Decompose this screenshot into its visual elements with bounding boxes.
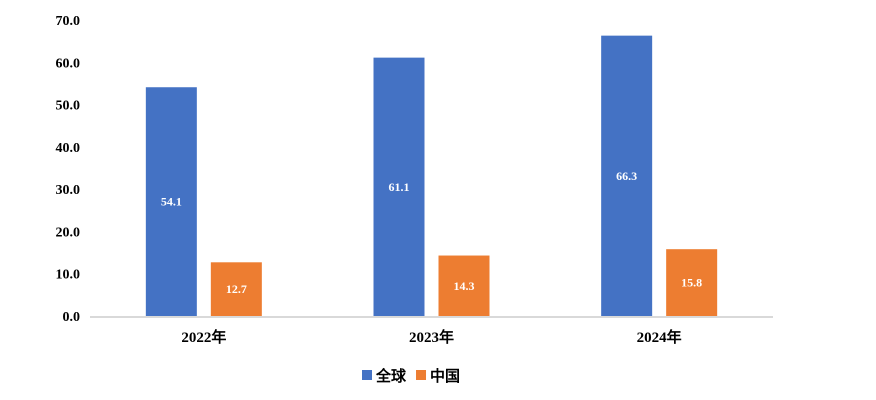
bar-0-2 — [601, 35, 653, 316]
legend-label: 全球 — [375, 367, 407, 385]
y-tick-label: 60.0 — [56, 56, 81, 71]
data-label: 54.1 — [161, 195, 182, 209]
bar-0-0 — [145, 87, 197, 316]
data-label: 14.3 — [454, 279, 475, 293]
data-label: 61.1 — [389, 180, 410, 194]
data-label: 12.7 — [226, 282, 247, 296]
bar-1-2 — [666, 249, 718, 316]
y-tick-label: 30.0 — [56, 183, 81, 198]
x-tick-label: 2024年 — [637, 328, 682, 346]
y-tick-label: 20.0 — [56, 225, 81, 240]
y-tick-label: 50.0 — [56, 99, 81, 114]
x-tick-label: 2022年 — [181, 328, 226, 346]
bar-0-1 — [373, 57, 425, 317]
y-tick-label: 0.0 — [63, 310, 81, 325]
legend-swatch — [362, 370, 372, 380]
y-tick-label: 10.0 — [56, 268, 81, 283]
legend-swatch — [416, 370, 427, 380]
x-tick-label: 2023年 — [409, 328, 454, 346]
legend-label: 中国 — [430, 367, 460, 385]
data-label: 66.3 — [616, 169, 637, 183]
data-label: 15.8 — [681, 276, 702, 290]
y-tick-label: 40.0 — [56, 141, 81, 156]
bar-1-0 — [210, 262, 262, 316]
bar-1-1 — [438, 255, 490, 316]
y-tick-label: 70.0 — [56, 14, 81, 29]
